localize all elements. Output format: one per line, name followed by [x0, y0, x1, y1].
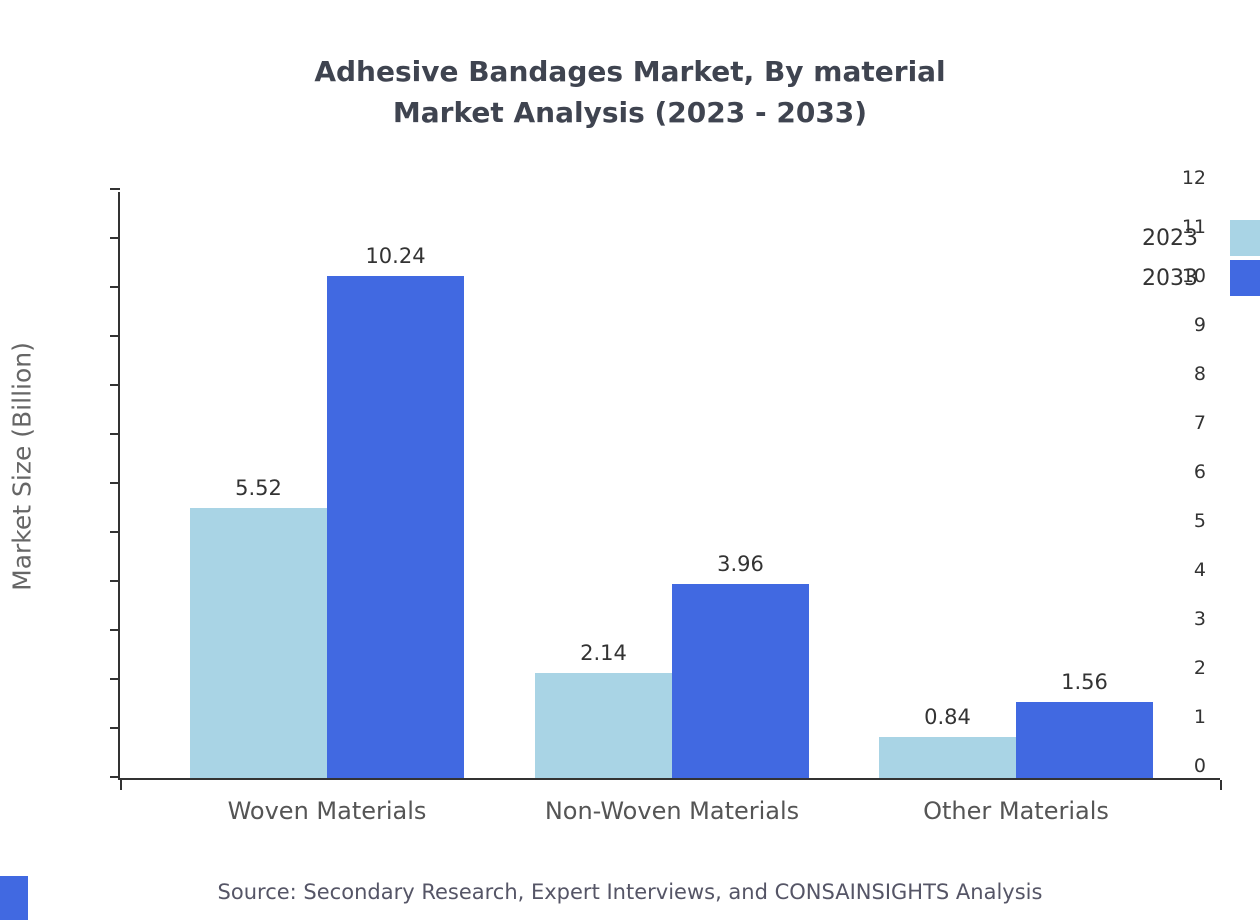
- title-block: Adhesive Bandages Market, By material Ma…: [0, 52, 1260, 133]
- chart-title: Adhesive Bandages Market, By material: [314, 55, 946, 88]
- y-tick-label-12: 12: [1181, 167, 1206, 189]
- y-tick-mark-9: [110, 335, 120, 337]
- y-tick-label-3: 3: [1193, 608, 1206, 630]
- y-tick-label-10: 10: [1181, 265, 1206, 287]
- bar-value-2033-non-woven-materials: 3.96: [717, 551, 764, 576]
- y-tick-mark-10: [110, 286, 120, 288]
- y-tick-label-2: 2: [1193, 657, 1206, 679]
- y-tick-label-0: 0: [1193, 755, 1206, 777]
- x-tick-mark-0: [120, 780, 122, 790]
- bar-value-2033-other-materials: 1.56: [1061, 669, 1108, 694]
- y-tick-label-6: 6: [1193, 461, 1206, 483]
- y-tick-mark-12: [110, 188, 120, 190]
- y-tick-mark-11: [110, 237, 120, 239]
- y-tick-mark-2: [110, 678, 120, 680]
- bar-group-woven-materials: 5.52 10.24: [190, 192, 464, 778]
- bar-2033-non-woven-materials: [672, 583, 809, 778]
- y-tick-mark-0: [110, 776, 120, 778]
- plot-area: 0 1 2 3 4 5 6 7 8 9 10 11 12 5.52 10.24 Woven Materials…: [110, 167, 1222, 825]
- y-tick-mark-7: [110, 433, 120, 435]
- bar-2033-woven-materials: [327, 276, 464, 778]
- legend: 2023 2033: [1142, 218, 1260, 298]
- bar-2033-other-materials: [1016, 701, 1153, 778]
- legend-label-2023: 2023: [1142, 225, 1198, 251]
- x-category-label-other-materials: Other Materials: [923, 797, 1109, 825]
- y-tick-mark-4: [110, 580, 120, 582]
- y-tick-mark-6: [110, 482, 120, 484]
- y-axis-title: Market Size (Billion): [7, 342, 37, 591]
- legend-label-2033: 2033: [1142, 265, 1198, 291]
- x-category-label-woven-materials: Woven Materials: [227, 797, 427, 825]
- legend-swatch-2023: [1230, 220, 1260, 256]
- bar-group-other-materials: 0.84 1.56: [879, 192, 1153, 778]
- y-tick-label-4: 4: [1193, 559, 1206, 581]
- legend-swatch-2033: [1230, 260, 1260, 296]
- y-tick-mark-1: [110, 727, 120, 729]
- bar-value-2033-woven-materials: 10.24: [365, 244, 426, 269]
- source-line: Source: Secondary Research, Expert Inter…: [217, 880, 1043, 904]
- y-tick-label-11: 11: [1181, 216, 1206, 238]
- x-category-label-non-woven-materials: Non-Woven Materials: [544, 797, 800, 825]
- bar-group-non-woven-materials: 2.14 3.96: [535, 192, 809, 778]
- y-tick-mark-3: [110, 629, 120, 631]
- y-tick-label-5: 5: [1193, 510, 1206, 532]
- y-tick-label-1: 1: [1193, 706, 1206, 728]
- legend-item-2033: 2033: [1142, 258, 1260, 298]
- bar-2023-other-materials: [879, 736, 1016, 778]
- bar-value-2023-non-woven-materials: 2.14: [580, 641, 627, 666]
- legend-item-2023: 2023: [1142, 218, 1260, 258]
- x-tick-mark-1: [1220, 780, 1222, 790]
- y-tick-mark-5: [110, 531, 120, 533]
- bar-value-2023-woven-materials: 5.52: [235, 475, 282, 500]
- y-tick-mark-8: [110, 384, 120, 386]
- chart-subtitle: Market Analysis (2023 - 2033): [392, 95, 868, 129]
- bar-2023-non-woven-materials: [535, 673, 672, 778]
- bar-2023-woven-materials: [190, 507, 327, 778]
- y-tick-label-9: 9: [1193, 314, 1206, 336]
- corner-brand-mark: [0, 876, 28, 920]
- y-tick-label-7: 7: [1193, 412, 1206, 434]
- bar-value-2023-other-materials: 0.84: [924, 704, 971, 729]
- y-tick-label-8: 8: [1193, 363, 1206, 385]
